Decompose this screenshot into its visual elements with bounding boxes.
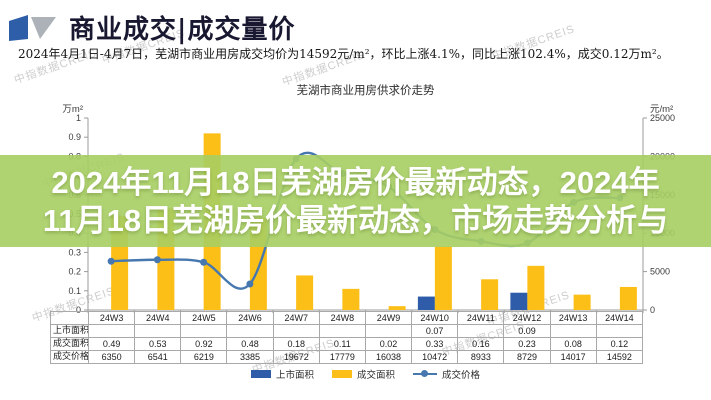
- svg-text:0: 0: [650, 305, 655, 315]
- legend-item-listed-area: 上市面积: [250, 367, 314, 381]
- svg-text:5000: 5000: [650, 267, 670, 277]
- legend-label: 成交面积: [356, 370, 395, 381]
- legend-label: 上市面积: [275, 370, 314, 381]
- transaction-area-swatch-icon: [331, 370, 352, 378]
- svg-text:0.3: 0.3: [68, 247, 81, 257]
- legend-label: 成交价格: [442, 370, 481, 381]
- legend-item-transaction-price: 成交价格: [413, 367, 480, 381]
- left-axis-unit-label: 万m²: [62, 104, 83, 115]
- headline-line: 2024年11月18日芜湖房价最新动态，2024年: [51, 164, 660, 200]
- chart-title: 芜湖市商业用房供求价走势: [296, 83, 435, 97]
- header: 商业成交|成交量价: [8, 9, 295, 46]
- summary-text: 2024年4月1日-4月7日，芜湖市商业用房成交均价为14592元/m²，环比上…: [18, 47, 669, 61]
- headline-line: 11月18日芜湖房价最新动态，市场走势分析与: [42, 202, 669, 238]
- legend-item-transaction-area: 成交面积: [331, 367, 395, 381]
- listed-area-swatch-icon: [250, 370, 271, 378]
- right-axis-unit-label: 元/m²: [650, 104, 674, 115]
- svg-text:0.2: 0.2: [68, 267, 81, 277]
- line-marker-icon: [413, 370, 437, 378]
- headline-overlay-banner: 2024年11月18日芜湖房价最新动态，2024年 11月18日芜湖房价最新动态…: [0, 155, 711, 247]
- page-title: 商业成交|成交量价: [69, 15, 296, 45]
- chart-data-table: 24W3 24W4 24W5 24W6 24W7 24W8 24W9 24W10 24W11 24…: [50, 311, 644, 364]
- brand-ribbon-icon: [9, 14, 56, 41]
- svg-text:0.9: 0.9: [68, 132, 81, 142]
- legend: 上市面积 成交面积 成交价格: [88, 367, 643, 381]
